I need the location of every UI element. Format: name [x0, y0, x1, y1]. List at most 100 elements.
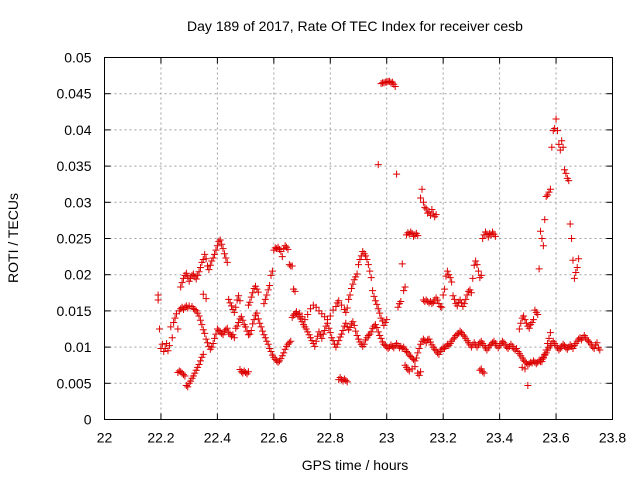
- data-point: [404, 366, 412, 374]
- data-point: [206, 261, 214, 269]
- data-point: [398, 260, 406, 268]
- data-point: [199, 350, 207, 358]
- data-point: [346, 324, 354, 332]
- y-tick-label: 0.02: [64, 267, 91, 283]
- data-point: [356, 255, 364, 263]
- data-point: [559, 340, 567, 348]
- data-point: [347, 284, 355, 292]
- data-point: [463, 291, 471, 299]
- data-point: [195, 360, 203, 368]
- data-points: [154, 77, 604, 391]
- data-point: [216, 236, 224, 244]
- data-point: [421, 203, 429, 211]
- data-point: [431, 345, 439, 353]
- data-point: [211, 250, 219, 258]
- data-point: [237, 313, 245, 321]
- data-point: [449, 292, 457, 300]
- data-point: [196, 357, 204, 365]
- y-tick-label: 0.03: [64, 194, 91, 210]
- data-point: [191, 369, 199, 377]
- data-point: [473, 261, 481, 269]
- data-point: [353, 332, 361, 340]
- data-point: [352, 327, 360, 335]
- x-tick-label: 22.8: [317, 430, 344, 446]
- data-point: [374, 305, 382, 313]
- data-point: [291, 287, 299, 295]
- data-point: [278, 253, 286, 261]
- data-point: [528, 318, 536, 326]
- data-point: [256, 319, 264, 327]
- data-point: [244, 368, 252, 376]
- data-point: [202, 335, 210, 343]
- data-point: [253, 285, 261, 293]
- data-point: [264, 340, 272, 348]
- data-point: [346, 291, 354, 299]
- data-point: [432, 211, 440, 219]
- data-point: [345, 295, 353, 303]
- data-point: [326, 329, 334, 337]
- data-point: [319, 330, 327, 338]
- data-point: [384, 345, 392, 353]
- data-point: [307, 334, 315, 342]
- data-point: [415, 371, 423, 379]
- data-point: [339, 326, 347, 334]
- data-point: [462, 295, 470, 303]
- data-point: [164, 347, 172, 355]
- data-point: [267, 271, 275, 279]
- data-point: [541, 350, 549, 358]
- data-point: [304, 311, 312, 319]
- data-point: [194, 309, 202, 317]
- data-point: [353, 270, 361, 278]
- data-point: [545, 188, 553, 196]
- data-point: [323, 316, 331, 324]
- data-point: [332, 343, 340, 351]
- data-point: [380, 321, 388, 329]
- data-point: [171, 314, 179, 322]
- data-point: [593, 339, 601, 347]
- data-point: [569, 256, 577, 264]
- y-tick-label: 0.05: [64, 50, 91, 66]
- data-point: [460, 300, 468, 308]
- data-point: [402, 347, 410, 355]
- data-point: [350, 321, 358, 329]
- data-point: [428, 300, 436, 308]
- y-tick-label: 0.01: [64, 339, 91, 355]
- data-point: [192, 366, 200, 374]
- data-point: [459, 331, 467, 339]
- data-point: [438, 303, 446, 311]
- y-tick-labels: 0 0.005 0.01 0.015 0.02 0.025 0.03 0.035 0.04 0.0…: [56, 50, 91, 428]
- data-point: [278, 352, 286, 360]
- data-point: [235, 292, 243, 300]
- data-point: [520, 312, 528, 320]
- data-point: [254, 315, 262, 323]
- data-point: [274, 358, 282, 366]
- data-point: [342, 376, 350, 384]
- data-point: [239, 316, 247, 324]
- data-point: [205, 266, 213, 274]
- data-point: [181, 372, 189, 380]
- data-point: [448, 278, 456, 286]
- data-point: [521, 316, 529, 324]
- data-point: [449, 335, 457, 343]
- data-point: [477, 271, 485, 279]
- data-point: [260, 300, 268, 308]
- data-point: [377, 334, 385, 342]
- data-point: [180, 371, 188, 379]
- data-point: [443, 267, 451, 275]
- data-point: [165, 342, 173, 350]
- data-point: [524, 381, 532, 389]
- data-point: [219, 245, 227, 253]
- data-point: [419, 198, 427, 206]
- data-point: [263, 337, 271, 345]
- data-point: [184, 383, 192, 391]
- data-point: [434, 296, 442, 304]
- data-point: [318, 334, 326, 342]
- data-point: [513, 345, 521, 353]
- data-point: [548, 143, 556, 151]
- data-point: [472, 257, 480, 265]
- data-point: [304, 328, 312, 336]
- data-point: [249, 289, 257, 297]
- data-point: [412, 354, 420, 362]
- data-point: [182, 269, 190, 277]
- data-point: [491, 232, 499, 240]
